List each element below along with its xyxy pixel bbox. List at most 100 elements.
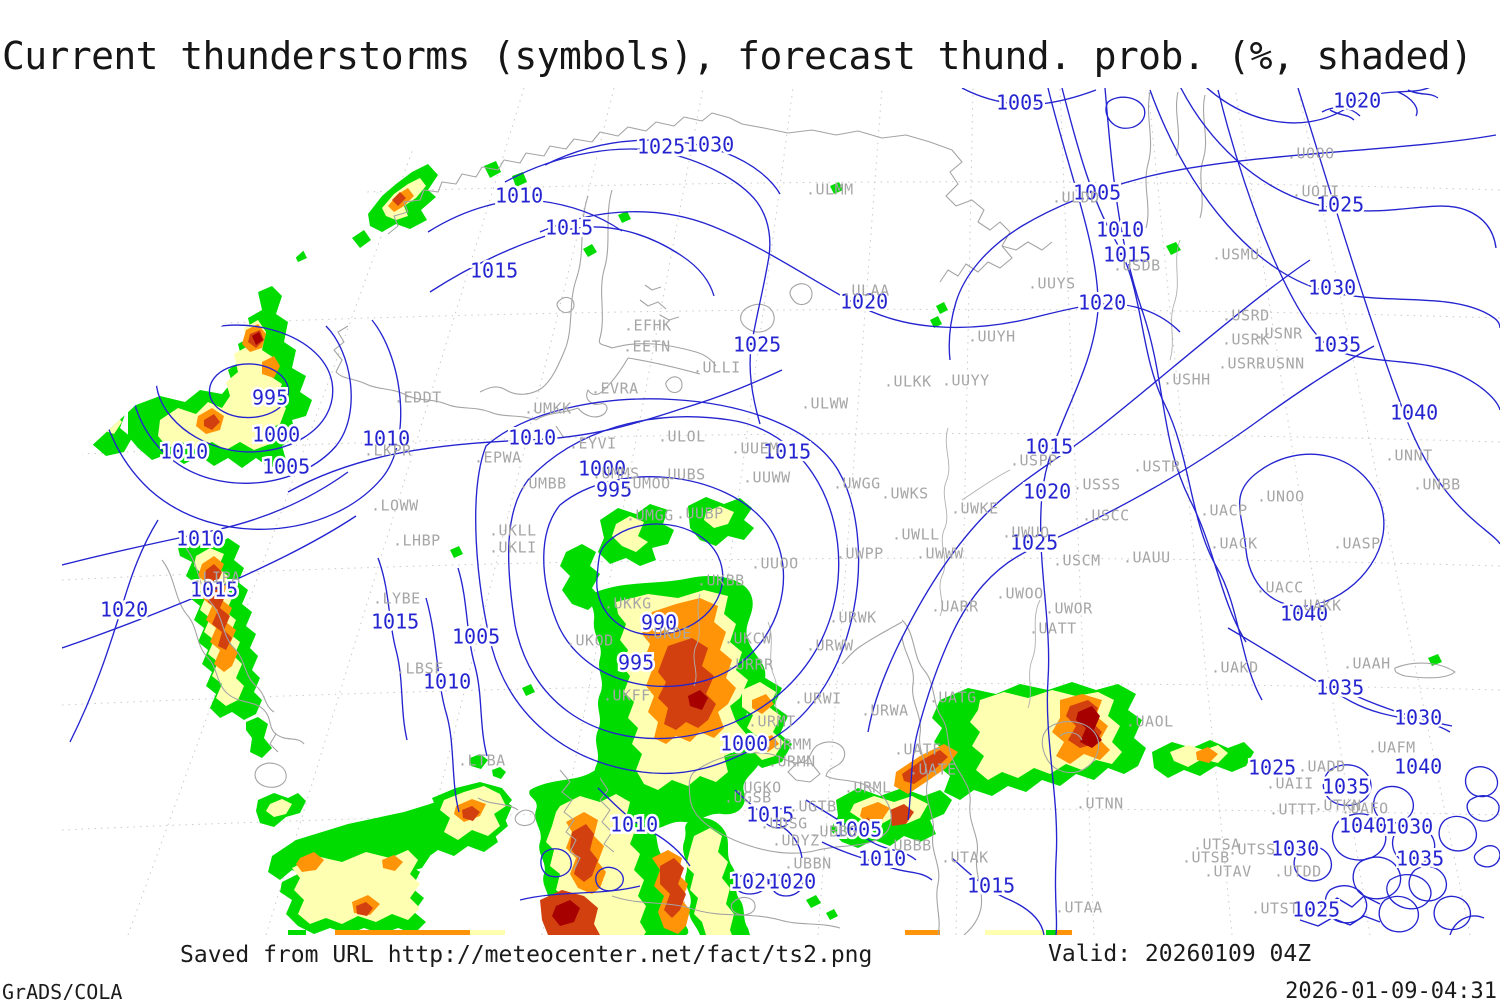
isobar-label: 1015 [190, 578, 238, 602]
prob-shade-orange [335, 930, 470, 935]
isobar-label: 1030 [1308, 276, 1356, 300]
station-label: .UKLL [489, 522, 537, 540]
station-label: .UUYY [942, 372, 990, 390]
prob-shade-yellow [266, 799, 292, 817]
prob-shade-green [936, 302, 948, 314]
station-label: .UMOO [623, 475, 671, 493]
station-label: .UWOO [996, 585, 1044, 603]
station-label: .ULKK [884, 373, 932, 391]
station-label: .UWWW [916, 545, 964, 563]
isobar-label: 1015 [545, 216, 593, 240]
station-label: .UGKO [734, 779, 782, 797]
station-label: .UKLI [489, 539, 537, 557]
station-label: .UATF [894, 741, 942, 759]
prob-shade-green [288, 930, 306, 935]
isobar-label: 995 [596, 478, 632, 502]
station-label: .URWA [861, 702, 909, 720]
station-label: .USPP [1010, 452, 1058, 470]
prob-shade-green [806, 895, 821, 908]
station-label: .URWK [829, 609, 877, 627]
isobar-label: 1000 [720, 732, 768, 756]
station-label: .URRR [726, 656, 774, 674]
station-label: .UARR [931, 598, 979, 616]
station-label: .UMMS [592, 465, 640, 483]
isobar-label: 1020 [768, 870, 816, 894]
prob-shade-red [204, 564, 232, 650]
station-label: .UATT [1029, 620, 1077, 638]
station-label: .UDYZ [772, 832, 820, 850]
station-label: .UAUU [1123, 549, 1171, 567]
station-label: .UUBP [676, 505, 724, 523]
station-label: .UTAK [941, 849, 989, 867]
station-label: .UKCW [724, 630, 772, 648]
river-layer [693, 239, 1181, 715]
station-label: .UACC [1256, 579, 1304, 597]
station-label: .UWOR [1045, 600, 1093, 618]
isobar-label: 1010 [423, 670, 471, 694]
station-label: .EPWA [474, 449, 522, 467]
prob-shade-green [470, 754, 488, 769]
prob-shade-orange [382, 855, 403, 871]
station-label: .ULDD [1052, 189, 1100, 207]
station-label: .UGTB [789, 798, 837, 816]
isobar-label: 1030 [1394, 706, 1442, 730]
station-label: .USRD [1222, 307, 1270, 325]
station-label: .USRR [1218, 355, 1266, 373]
station-label: .UATG [929, 689, 977, 707]
isobar-label: 1000 [252, 423, 300, 447]
isobar-label: 1010 [508, 426, 556, 450]
prob-shade-red [660, 858, 686, 918]
isobar-label: 1010 [495, 184, 543, 208]
station-label: .EVRA [591, 380, 639, 398]
station-label: .USNN [1257, 355, 1305, 373]
isobar-label: 1010 [1096, 218, 1144, 242]
prob-shade-orange [262, 356, 280, 378]
station-label: .UKBB [697, 572, 745, 590]
prob-shade-red [890, 804, 914, 826]
isobar-label: 1035 [1396, 847, 1444, 871]
station-label: .UOII [1292, 183, 1340, 201]
station-label: .EFHK [624, 317, 672, 335]
prob-shade-yellow [686, 828, 734, 935]
station-label: .UUYH [968, 328, 1016, 346]
station-label: .EDDT [394, 389, 442, 407]
station-label: .UKOD [566, 632, 614, 650]
prob-shade-green [583, 244, 597, 257]
station-label: .UKKG [604, 595, 652, 613]
station-label: .EETN [623, 338, 671, 356]
prob-shade-red [204, 414, 220, 430]
station-label: .URMN [768, 753, 816, 771]
station-label: .UAFO [1341, 800, 1389, 818]
prob-shade-green [1046, 930, 1058, 935]
prob-shade-green [1428, 654, 1442, 666]
station-label: .UDSG [760, 815, 808, 833]
isobar-label: 1020 [100, 598, 148, 622]
grads-cola-credit: GrADS/COLA [2, 980, 123, 1000]
station-label: .UNNT [1385, 447, 1433, 465]
station-label: .UBBB [884, 837, 932, 855]
station-label: .EYVI [569, 435, 617, 453]
station-label: .USNR [1255, 325, 1303, 343]
station-label: .UATE [909, 761, 957, 779]
isobar-label: 1005 [996, 91, 1044, 115]
isobar-label: 1040 [1339, 814, 1387, 838]
station-label: .UTTT [1269, 801, 1317, 819]
isobar-label: 1025 [1316, 193, 1364, 217]
station-label: .UTKN [1314, 797, 1362, 815]
prob-shade-red [462, 806, 480, 821]
station-label: .UOOO [1287, 145, 1335, 163]
station-label: .UACK [1210, 535, 1258, 553]
station-label: .UNOO [1257, 488, 1305, 506]
station-label: .USCC [1082, 507, 1130, 525]
station-label: .URML [844, 779, 892, 797]
station-label: .UGSB [724, 789, 772, 807]
prob-shade-orange [1056, 930, 1072, 935]
station-label: .USMU [1212, 246, 1260, 264]
station-label: .URWW [806, 637, 854, 655]
isobar-label: 1025 [637, 135, 685, 159]
station-label: .UWKE [951, 500, 999, 518]
prob-shade-yellow [704, 506, 734, 528]
